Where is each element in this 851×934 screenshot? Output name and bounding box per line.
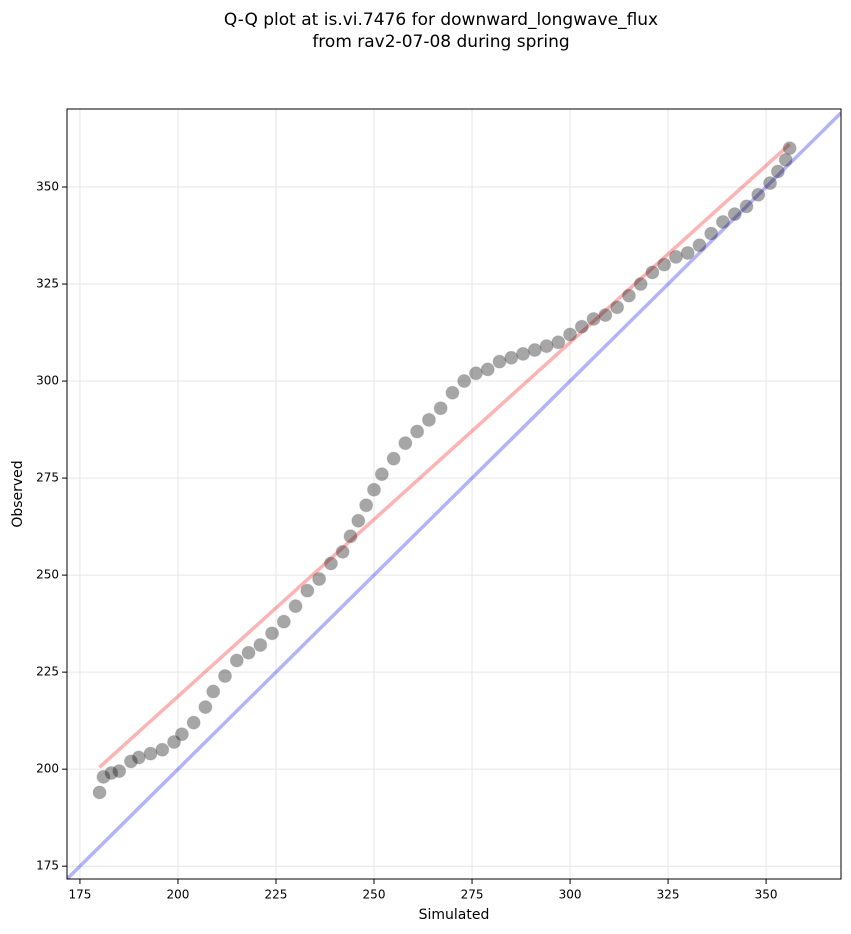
- point: [621, 288, 636, 303]
- point: [468, 366, 483, 381]
- point: [778, 152, 793, 167]
- point: [704, 226, 719, 241]
- point: [167, 734, 182, 749]
- point: [645, 265, 660, 280]
- point: [433, 401, 448, 416]
- point: [155, 742, 170, 757]
- y-tick-label: 325: [36, 277, 59, 291]
- point: [335, 544, 350, 559]
- y-tick-label: 350: [36, 180, 59, 194]
- point: [574, 319, 589, 334]
- y-tick-label: 200: [36, 762, 59, 776]
- point: [563, 327, 578, 342]
- point: [359, 498, 374, 513]
- x-tick-label: 250: [363, 888, 386, 902]
- point: [351, 513, 366, 528]
- point: [763, 176, 778, 191]
- point: [374, 467, 389, 482]
- x-tick-label: 325: [657, 888, 680, 902]
- chart-title: Q-Q plot at is.vi.7476 for downward_long…: [224, 10, 658, 30]
- point: [492, 354, 507, 369]
- x-tick-label: 350: [755, 888, 778, 902]
- point: [657, 257, 672, 272]
- x-tick-label: 175: [68, 888, 91, 902]
- point: [480, 362, 495, 377]
- point: [410, 424, 425, 439]
- chart-subtitle: from rav2-07-08 during spring: [312, 32, 569, 52]
- x-tick-label: 300: [559, 888, 582, 902]
- point: [92, 785, 107, 800]
- y-tick-label: 275: [36, 471, 59, 485]
- point: [112, 764, 127, 779]
- point: [206, 684, 221, 699]
- point: [386, 451, 401, 466]
- point: [312, 571, 327, 586]
- y-tick-label: 225: [36, 665, 59, 679]
- plot-frame: [66, 108, 842, 880]
- point: [123, 754, 138, 769]
- point: [265, 626, 280, 641]
- x-tick-label: 200: [167, 888, 190, 902]
- y-tick-label: 300: [36, 374, 59, 388]
- y-tick-label: 250: [36, 568, 59, 582]
- point: [527, 343, 542, 358]
- point: [131, 750, 146, 765]
- y-axis-label: Observed: [10, 460, 26, 527]
- point: [516, 346, 531, 361]
- point: [739, 199, 754, 214]
- point: [300, 583, 315, 598]
- point: [633, 277, 648, 292]
- point: [751, 187, 766, 202]
- point: [276, 614, 291, 629]
- x-tick-label: 275: [461, 888, 484, 902]
- x-axis-label: Simulated: [419, 907, 490, 923]
- point: [96, 769, 111, 784]
- point: [610, 300, 625, 315]
- point: [551, 335, 566, 350]
- point: [253, 637, 268, 652]
- point: [598, 308, 613, 323]
- point: [692, 238, 707, 253]
- x-tick-label: 225: [265, 888, 288, 902]
- point: [343, 529, 358, 544]
- point: [288, 599, 303, 614]
- point: [104, 766, 119, 781]
- point: [445, 385, 460, 400]
- point: [715, 214, 730, 229]
- point: [218, 669, 233, 684]
- reference-line: [98, 143, 791, 769]
- point: [229, 653, 244, 668]
- point: [770, 164, 785, 179]
- y-tick-label: 175: [36, 859, 59, 873]
- point: [198, 700, 213, 715]
- point: [457, 374, 472, 389]
- point: [367, 482, 382, 497]
- point: [174, 727, 189, 742]
- point: [539, 339, 554, 354]
- point: [241, 645, 256, 660]
- reference-line: [67, 111, 841, 879]
- point: [680, 245, 695, 260]
- point: [782, 141, 797, 156]
- point: [668, 249, 683, 264]
- point: [398, 436, 413, 451]
- point: [727, 207, 742, 222]
- point: [323, 556, 338, 571]
- point: [586, 311, 601, 326]
- point: [143, 746, 158, 761]
- point: [421, 412, 436, 427]
- point: [504, 350, 519, 365]
- point: [186, 715, 201, 730]
